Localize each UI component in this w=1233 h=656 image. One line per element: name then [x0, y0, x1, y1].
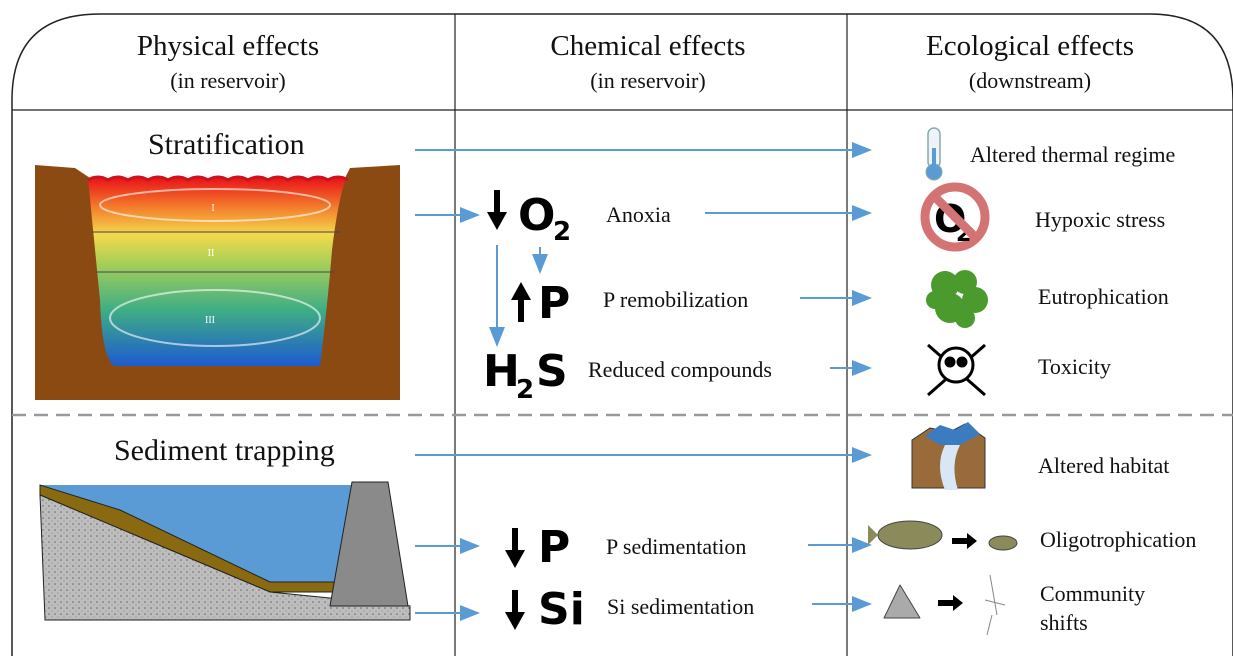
trend-arrows [487, 190, 531, 630]
eco-label: Altered habitat [1038, 453, 1169, 478]
eco-label: Oligotrophication [1040, 527, 1196, 552]
chem-label: P sedimentation [606, 534, 746, 559]
chem-symbol: H [483, 346, 520, 397]
chem-symbol: P [538, 278, 570, 329]
eco-label: Eutrophication [1038, 284, 1169, 309]
row-title: Sediment trapping [114, 434, 335, 467]
chem-label: Anoxia [606, 202, 671, 227]
eco-label: Community [1040, 581, 1145, 606]
header-title: Ecological effects [926, 30, 1134, 62]
layer-label: III [205, 315, 215, 326]
header-title: Physical effects [137, 30, 319, 62]
layer-label: I [211, 203, 214, 214]
eco-label: Toxicity [1038, 354, 1111, 379]
habitat-icon [911, 422, 986, 490]
chem-symbol: O [518, 190, 555, 241]
hypoxia-icon: O 2 [920, 182, 990, 252]
eco-label: Hypoxic stress [1035, 207, 1165, 232]
skull-icon [927, 343, 986, 397]
chem-label: Reduced compounds [588, 357, 772, 382]
eco-label: Altered thermal regime [970, 142, 1175, 167]
eco-label: shifts [1040, 610, 1088, 635]
thermometer-icon [925, 127, 943, 181]
fish-icon [868, 520, 1018, 551]
chem-subscript: 2 [516, 375, 534, 405]
header-subtitle: (in reservoir) [590, 68, 705, 93]
headers: Physical effects (in reservoir) Chemical… [137, 30, 1134, 93]
algae-icon [926, 270, 988, 328]
sediment-illustration [39, 481, 411, 621]
header-subtitle: (downstream) [969, 68, 1091, 93]
chem-label: Si sedimentation [607, 594, 754, 619]
header-subtitle: (in reservoir) [170, 68, 285, 93]
chem-subscript: 2 [553, 217, 571, 247]
chem-symbol: Si [538, 584, 585, 635]
reservoir-illustration: I II III [35, 165, 400, 400]
layer-label: II [208, 248, 215, 259]
arrows [415, 142, 872, 621]
frame [11, 13, 1233, 656]
diatom-icon [883, 574, 1006, 636]
chem-label: P remobilization [603, 287, 748, 312]
chem-symbol: S [536, 346, 568, 397]
header-title: Chemical effects [550, 30, 745, 62]
row-title: Stratification [148, 128, 305, 161]
chem-symbol: P [538, 522, 570, 573]
